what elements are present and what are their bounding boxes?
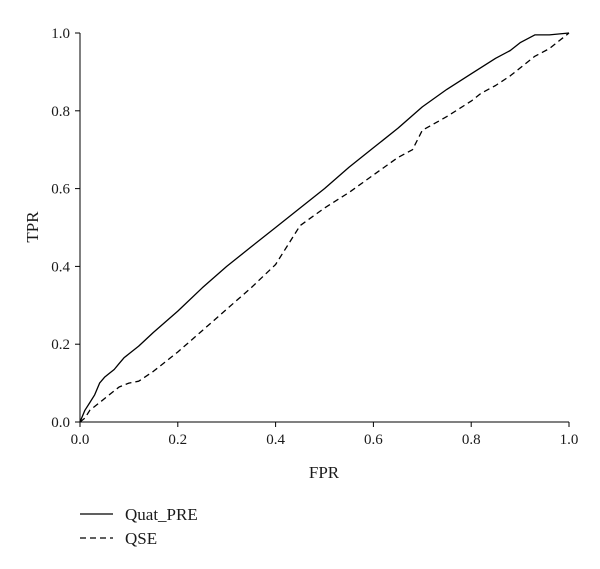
x-tick-label: 0.2 — [168, 432, 187, 448]
series-line-qse — [79, 32, 570, 423]
axes — [79, 33, 569, 423]
x-tick-label: 0.0 — [71, 432, 90, 448]
series-layer — [79, 32, 570, 423]
y-tick-label: 0.8 — [51, 104, 70, 120]
x-tick-label: 1.0 — [560, 432, 579, 448]
y-ticks: 0.0 0.2 0.4 0.6 0.8 1.0 — [51, 26, 80, 431]
x-tick-label: 0.4 — [266, 432, 285, 448]
x-tick-label: 0.8 — [462, 432, 481, 448]
x-axis-label: FPR — [309, 463, 340, 482]
y-tick-label: 0.2 — [51, 337, 70, 353]
y-tick-label: 0.4 — [51, 259, 70, 275]
legend: Quat_PRE QSE — [80, 505, 198, 548]
x-ticks: 0.0 0.2 0.4 0.6 0.8 1.0 — [71, 422, 579, 448]
legend-label: Quat_PRE — [125, 505, 198, 524]
series-line-quat-pre — [79, 32, 570, 423]
y-tick-label: 0.6 — [51, 182, 70, 198]
legend-label: QSE — [125, 529, 157, 548]
y-tick-label: 0.0 — [51, 415, 70, 431]
x-tick-label: 0.6 — [364, 432, 383, 448]
y-axis-label: TPR — [23, 211, 42, 243]
y-tick-label: 1.0 — [51, 26, 70, 42]
